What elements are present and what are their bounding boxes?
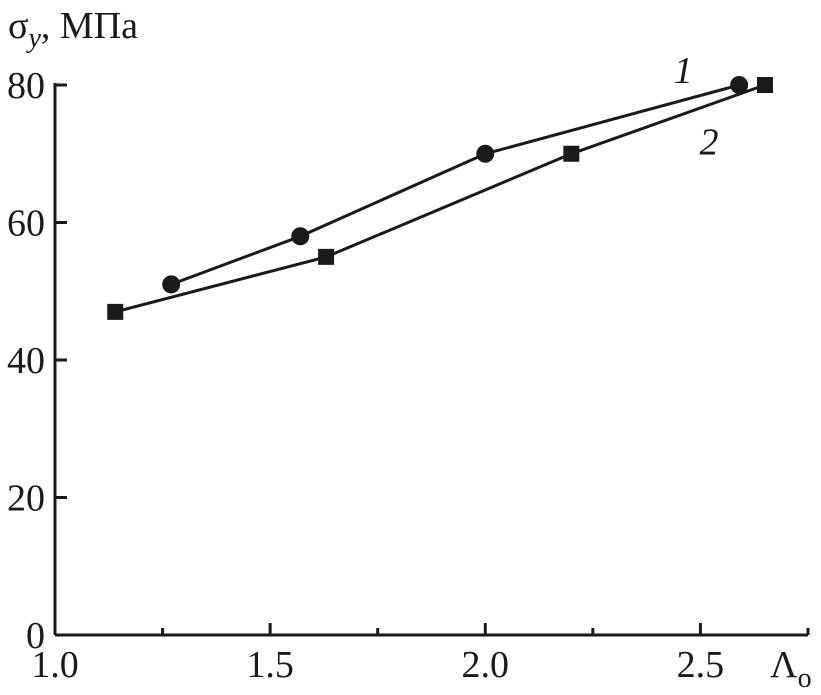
data-point — [730, 76, 749, 94]
x-axis-title: Λo — [770, 644, 812, 694]
data-point — [107, 303, 124, 320]
y-tick-label: 40 — [7, 340, 45, 382]
y-tick-label: 60 — [7, 203, 45, 245]
data-point — [318, 248, 335, 265]
data-point — [756, 77, 773, 93]
series-1 — [162, 76, 749, 294]
series-line-2 — [114, 83, 766, 314]
x-tick-label: 1.0 — [31, 644, 79, 686]
x-axis-subscript: o — [798, 663, 812, 694]
data-point — [291, 227, 310, 246]
y-tick-label: 20 — [7, 478, 45, 520]
y-tick-label: 80 — [7, 65, 45, 107]
data-point — [476, 144, 495, 163]
y-tick-label: 0 — [26, 615, 45, 657]
data-point — [162, 275, 181, 294]
x-tick-label: 2.0 — [462, 644, 510, 686]
x-tick-label: 2.5 — [677, 644, 725, 686]
series-label-2: 2 — [700, 122, 719, 164]
y-axis-subscript: y — [25, 23, 41, 54]
y-axis-symbol: σ — [8, 5, 28, 47]
x-axis-symbol: Λ — [770, 644, 798, 686]
series-label-1: 1 — [674, 50, 693, 92]
series-2 — [107, 77, 773, 320]
series-layer — [107, 76, 773, 320]
series-labels: 12 — [674, 50, 719, 164]
y-axis-unit: , МПа — [41, 5, 138, 47]
axes: 0 20 40 60 80 1.0 1.5 2.0 2.5 — [7, 65, 810, 686]
x-tick-label: 1.5 — [246, 644, 294, 686]
y-axis-title: σy, МПа — [8, 5, 138, 54]
series-line-1 — [170, 83, 740, 286]
data-point — [563, 145, 580, 162]
